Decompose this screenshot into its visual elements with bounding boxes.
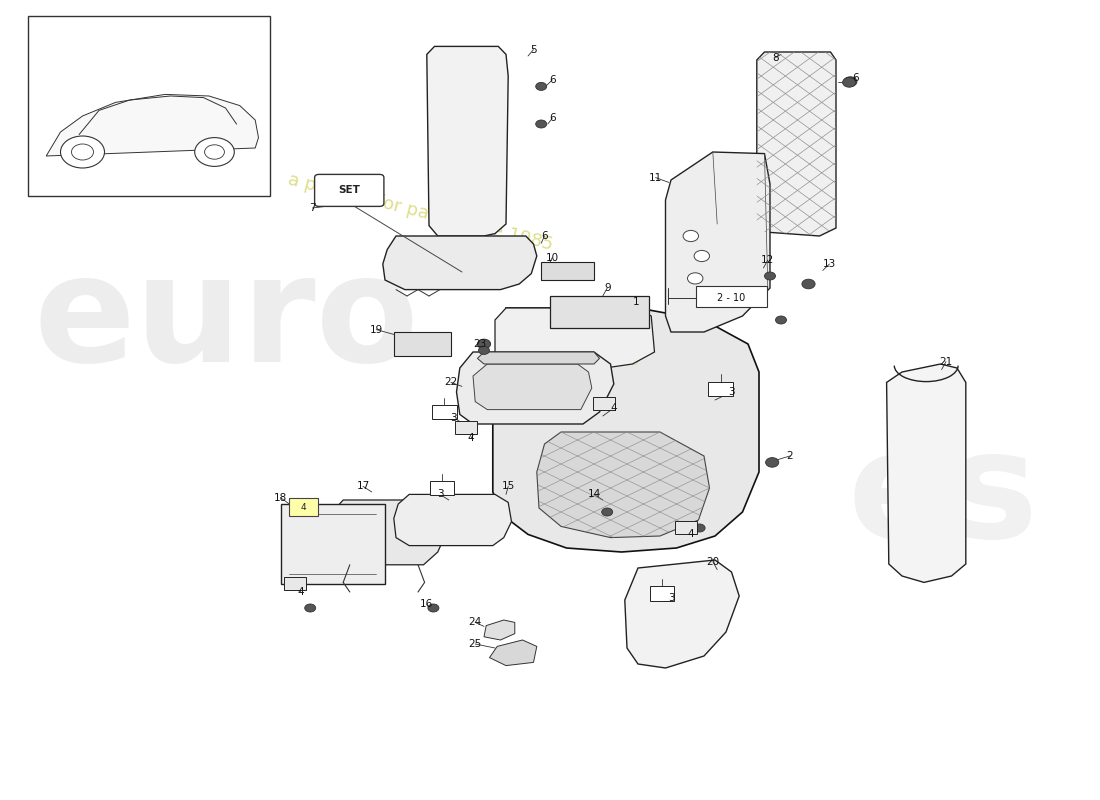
Text: 8: 8 bbox=[772, 53, 779, 62]
Text: 5: 5 bbox=[530, 45, 537, 54]
Text: 23: 23 bbox=[473, 339, 486, 349]
Text: 6: 6 bbox=[541, 231, 548, 241]
Bar bbox=[394, 332, 451, 356]
Text: 1: 1 bbox=[632, 298, 639, 307]
Circle shape bbox=[305, 604, 316, 612]
Text: 17: 17 bbox=[356, 482, 370, 491]
FancyBboxPatch shape bbox=[284, 577, 306, 590]
Text: 3: 3 bbox=[728, 387, 735, 397]
Text: 4: 4 bbox=[300, 502, 307, 512]
Text: SET: SET bbox=[339, 186, 360, 195]
FancyBboxPatch shape bbox=[289, 498, 318, 516]
Bar bbox=[28, 16, 270, 196]
Text: 2 - 10: 2 - 10 bbox=[717, 293, 746, 302]
Circle shape bbox=[776, 316, 786, 324]
Circle shape bbox=[602, 508, 613, 516]
Polygon shape bbox=[46, 94, 258, 156]
Text: 11: 11 bbox=[649, 173, 662, 182]
Text: 14: 14 bbox=[587, 490, 601, 499]
Text: 16: 16 bbox=[420, 599, 433, 609]
Text: es: es bbox=[847, 423, 1038, 569]
Text: 3: 3 bbox=[450, 413, 456, 422]
Text: 6: 6 bbox=[852, 73, 859, 82]
Text: 12: 12 bbox=[761, 255, 774, 265]
Text: 2: 2 bbox=[786, 451, 793, 461]
Circle shape bbox=[428, 604, 439, 612]
Text: 3: 3 bbox=[437, 490, 443, 499]
Bar bbox=[550, 296, 649, 328]
Text: 7: 7 bbox=[309, 203, 316, 213]
Circle shape bbox=[683, 230, 698, 242]
Circle shape bbox=[694, 524, 705, 532]
FancyBboxPatch shape bbox=[430, 481, 454, 495]
FancyBboxPatch shape bbox=[315, 174, 384, 206]
Text: 18: 18 bbox=[274, 493, 287, 502]
Polygon shape bbox=[495, 308, 654, 370]
Polygon shape bbox=[383, 236, 537, 290]
Circle shape bbox=[60, 136, 104, 168]
Bar bbox=[280, 504, 385, 584]
Circle shape bbox=[195, 138, 234, 166]
Polygon shape bbox=[537, 432, 710, 538]
FancyBboxPatch shape bbox=[432, 405, 456, 419]
Text: euro: euro bbox=[33, 247, 419, 393]
Polygon shape bbox=[477, 352, 600, 364]
Bar bbox=[541, 262, 594, 280]
Text: 13: 13 bbox=[823, 259, 836, 269]
Circle shape bbox=[478, 346, 490, 354]
Text: 4: 4 bbox=[297, 587, 304, 597]
Circle shape bbox=[766, 458, 779, 467]
Circle shape bbox=[536, 82, 547, 90]
Text: 21: 21 bbox=[939, 357, 953, 366]
FancyBboxPatch shape bbox=[708, 382, 733, 396]
Polygon shape bbox=[473, 364, 592, 410]
Circle shape bbox=[688, 273, 703, 284]
Polygon shape bbox=[887, 364, 966, 582]
Text: 19: 19 bbox=[370, 325, 383, 334]
Circle shape bbox=[843, 78, 856, 87]
Circle shape bbox=[844, 77, 857, 86]
Polygon shape bbox=[757, 52, 836, 236]
Polygon shape bbox=[456, 352, 614, 424]
Text: 15: 15 bbox=[502, 482, 515, 491]
Text: 4: 4 bbox=[688, 530, 694, 539]
Text: 4: 4 bbox=[468, 434, 474, 443]
Text: a passion for parts since 1985: a passion for parts since 1985 bbox=[286, 170, 554, 254]
Text: 4: 4 bbox=[610, 403, 617, 413]
Polygon shape bbox=[546, 326, 647, 366]
Circle shape bbox=[205, 145, 224, 159]
Text: 22: 22 bbox=[444, 378, 458, 387]
Polygon shape bbox=[427, 46, 508, 236]
Text: 6: 6 bbox=[549, 75, 556, 85]
Text: 10: 10 bbox=[546, 253, 559, 262]
Circle shape bbox=[694, 250, 710, 262]
Circle shape bbox=[802, 279, 815, 289]
Text: 9: 9 bbox=[604, 283, 611, 293]
FancyBboxPatch shape bbox=[455, 421, 477, 434]
Polygon shape bbox=[484, 620, 515, 640]
FancyBboxPatch shape bbox=[650, 586, 674, 601]
Text: 24: 24 bbox=[469, 618, 482, 627]
Text: 3: 3 bbox=[668, 594, 674, 603]
Polygon shape bbox=[625, 560, 739, 668]
FancyBboxPatch shape bbox=[593, 397, 615, 410]
Circle shape bbox=[764, 272, 776, 280]
Text: 20: 20 bbox=[706, 557, 719, 566]
Circle shape bbox=[72, 144, 94, 160]
Text: 25: 25 bbox=[469, 639, 482, 649]
Polygon shape bbox=[666, 152, 770, 332]
Circle shape bbox=[477, 339, 491, 349]
Polygon shape bbox=[493, 308, 759, 552]
FancyBboxPatch shape bbox=[696, 286, 767, 307]
Text: 6: 6 bbox=[549, 114, 556, 123]
Circle shape bbox=[536, 120, 547, 128]
Polygon shape bbox=[328, 500, 446, 565]
Polygon shape bbox=[394, 494, 512, 546]
FancyBboxPatch shape bbox=[675, 521, 697, 534]
Polygon shape bbox=[490, 640, 537, 666]
